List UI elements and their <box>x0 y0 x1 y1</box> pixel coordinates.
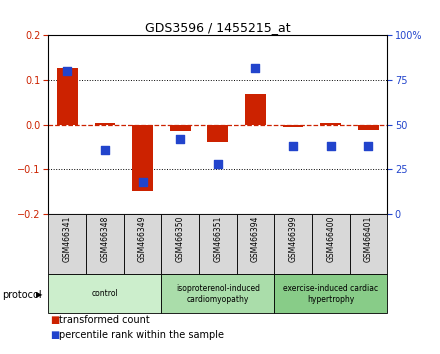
FancyBboxPatch shape <box>199 214 237 274</box>
Text: GSM466400: GSM466400 <box>326 216 335 262</box>
Text: ▶: ▶ <box>36 290 43 299</box>
FancyBboxPatch shape <box>312 214 349 274</box>
Text: control: control <box>92 289 118 298</box>
FancyBboxPatch shape <box>349 214 387 274</box>
Text: GSM466349: GSM466349 <box>138 216 147 262</box>
Title: GDS3596 / 1455215_at: GDS3596 / 1455215_at <box>145 21 290 34</box>
Text: GSM466351: GSM466351 <box>213 216 222 262</box>
Text: protocol: protocol <box>2 290 42 299</box>
Bar <box>358 125 379 130</box>
Text: transformed count: transformed count <box>59 315 150 325</box>
FancyBboxPatch shape <box>48 214 86 274</box>
Text: GSM466401: GSM466401 <box>364 216 373 262</box>
Bar <box>132 125 153 191</box>
Text: GSM466350: GSM466350 <box>176 216 185 262</box>
Bar <box>245 95 266 125</box>
Point <box>176 136 183 142</box>
Bar <box>207 125 228 142</box>
FancyBboxPatch shape <box>274 274 387 313</box>
Point <box>252 65 259 70</box>
Text: GSM466394: GSM466394 <box>251 216 260 262</box>
Text: isoproterenol-induced
cardiomyopathy: isoproterenol-induced cardiomyopathy <box>176 284 260 303</box>
FancyBboxPatch shape <box>124 214 161 274</box>
Point <box>64 68 71 74</box>
Point <box>290 143 297 149</box>
Text: GSM466399: GSM466399 <box>289 216 297 262</box>
Point <box>214 161 221 167</box>
Text: GSM466341: GSM466341 <box>63 216 72 262</box>
FancyBboxPatch shape <box>237 214 274 274</box>
Text: ■: ■ <box>51 330 60 339</box>
Bar <box>283 125 304 127</box>
Bar <box>170 125 191 131</box>
Text: percentile rank within the sample: percentile rank within the sample <box>59 330 224 339</box>
Text: exercise-induced cardiac
hypertrophy: exercise-induced cardiac hypertrophy <box>283 284 378 303</box>
Text: ■: ■ <box>51 315 60 325</box>
Point <box>139 179 146 185</box>
Bar <box>57 68 77 125</box>
Bar <box>95 122 115 125</box>
FancyBboxPatch shape <box>86 214 124 274</box>
Point <box>365 143 372 149</box>
Text: GSM466348: GSM466348 <box>100 216 110 262</box>
FancyBboxPatch shape <box>274 214 312 274</box>
FancyBboxPatch shape <box>161 214 199 274</box>
Point <box>327 143 334 149</box>
FancyBboxPatch shape <box>48 274 161 313</box>
Bar <box>320 122 341 125</box>
FancyBboxPatch shape <box>161 274 274 313</box>
Point <box>101 147 108 153</box>
